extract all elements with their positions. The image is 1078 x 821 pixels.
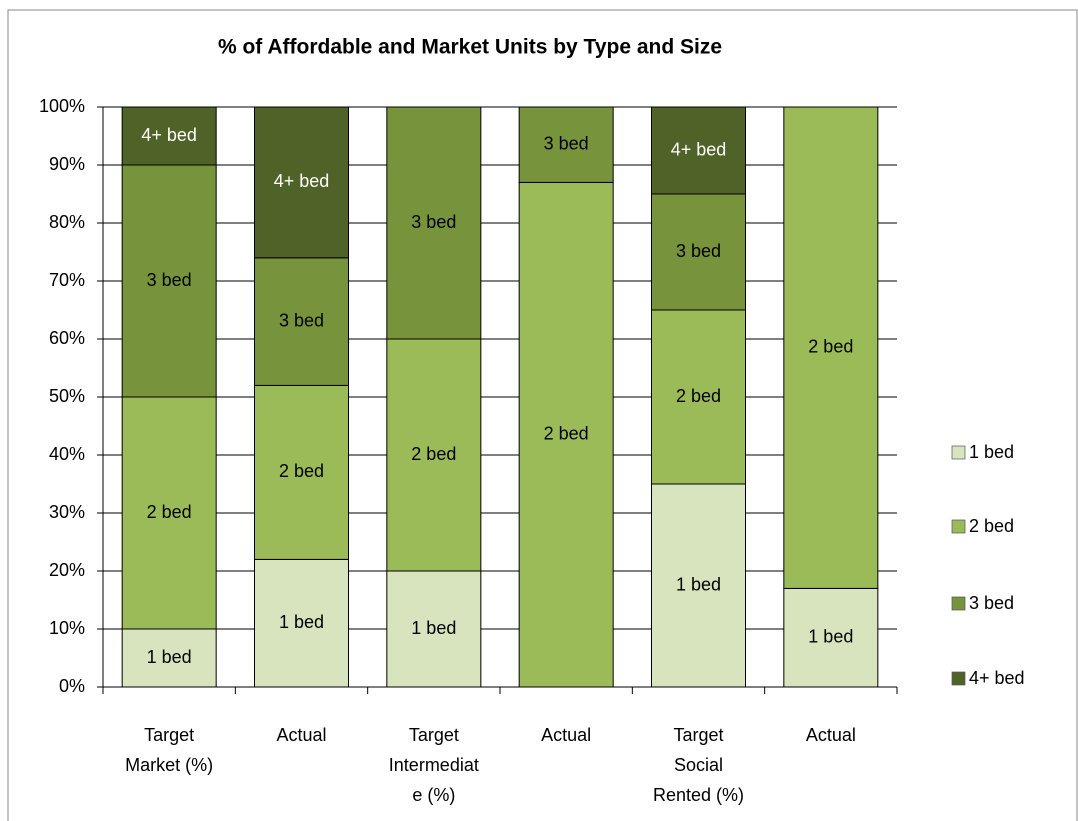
x-tick-label-box: Target Intermediate (%) [388, 725, 479, 805]
chart-title: % of Affordable and Market Units by Type… [218, 36, 722, 59]
data-label: 3 bed [544, 133, 589, 153]
legend-swatch [951, 445, 966, 460]
bar-segment [254, 106, 349, 259]
bar-segment [783, 587, 879, 688]
bar-segment [121, 628, 217, 688]
bar-segment [651, 193, 746, 311]
data-label: 1 bed [808, 626, 853, 646]
legend-label: 2 bed [969, 516, 1014, 536]
bar-segment [386, 570, 482, 688]
x-tick-label-box: Target Social Rented (%) [652, 725, 745, 805]
y-tick-label: 30% [49, 502, 85, 522]
y-tick-label: 0% [59, 676, 85, 696]
data-label: 1 bed [147, 647, 192, 667]
y-tick-label: 20% [49, 560, 85, 580]
data-label: 1 bed [411, 618, 456, 638]
x-tick-label-box: Actual [805, 725, 856, 745]
x-tick-label: Target Market (%) [125, 725, 214, 775]
bar-segment [121, 396, 217, 630]
bar-segment [783, 106, 879, 589]
bar-segment [518, 181, 614, 688]
bar-segment [121, 164, 217, 398]
data-label: 4+ bed [671, 139, 727, 159]
x-tick-label-box: Actual [276, 725, 327, 745]
data-label: 2 bed [676, 386, 721, 406]
y-tick-label: 70% [49, 270, 85, 290]
y-tick-label: 60% [49, 328, 85, 348]
data-label: 4+ bed [274, 171, 330, 191]
bar-segment [518, 106, 614, 183]
data-label: 1 bed [279, 612, 324, 632]
y-tick-label: 40% [49, 444, 85, 464]
bar-segment [386, 338, 482, 572]
y-tick-label: 100% [39, 96, 85, 116]
bar-segment [651, 483, 746, 688]
data-label: 2 bed [411, 444, 456, 464]
bar-segment [121, 106, 217, 166]
y-tick-label: 10% [49, 618, 85, 638]
x-tick-label: Target Social Rented (%) [652, 725, 745, 805]
legend-label: 4+ bed [969, 668, 1025, 688]
y-tick-label: 50% [49, 386, 85, 406]
bar-segment [651, 309, 746, 485]
y-tick-label: 80% [49, 212, 85, 232]
bar-segment [386, 106, 482, 340]
legend-swatch [951, 671, 966, 686]
data-label: 2 bed [279, 461, 324, 481]
legend-swatch [951, 596, 966, 611]
legend-label: 1 bed [969, 442, 1014, 462]
x-tick-label: Actual [276, 725, 327, 745]
y-tick-label: 90% [49, 154, 85, 174]
bar-segment [254, 384, 349, 560]
data-label: 1 bed [676, 574, 721, 594]
x-tick-label-box: Target Market (%) [125, 725, 214, 775]
x-tick-label: Target Intermediate (%) [388, 725, 479, 805]
legend-swatch [951, 519, 966, 534]
x-tick-label-box: Actual [541, 725, 592, 745]
data-label: 3 bed [147, 270, 192, 290]
x-tick-label: Actual [541, 725, 592, 745]
x-tick-label: Actual [805, 725, 856, 745]
data-label: 3 bed [411, 212, 456, 232]
legend-label: 3 bed [969, 593, 1014, 613]
data-label: 2 bed [808, 336, 853, 356]
data-label: 4+ bed [141, 125, 197, 145]
data-label: 3 bed [676, 241, 721, 261]
data-label: 2 bed [544, 423, 589, 443]
data-label: 3 bed [279, 310, 324, 330]
bar-segment [651, 106, 746, 195]
data-label: 2 bed [147, 502, 192, 522]
